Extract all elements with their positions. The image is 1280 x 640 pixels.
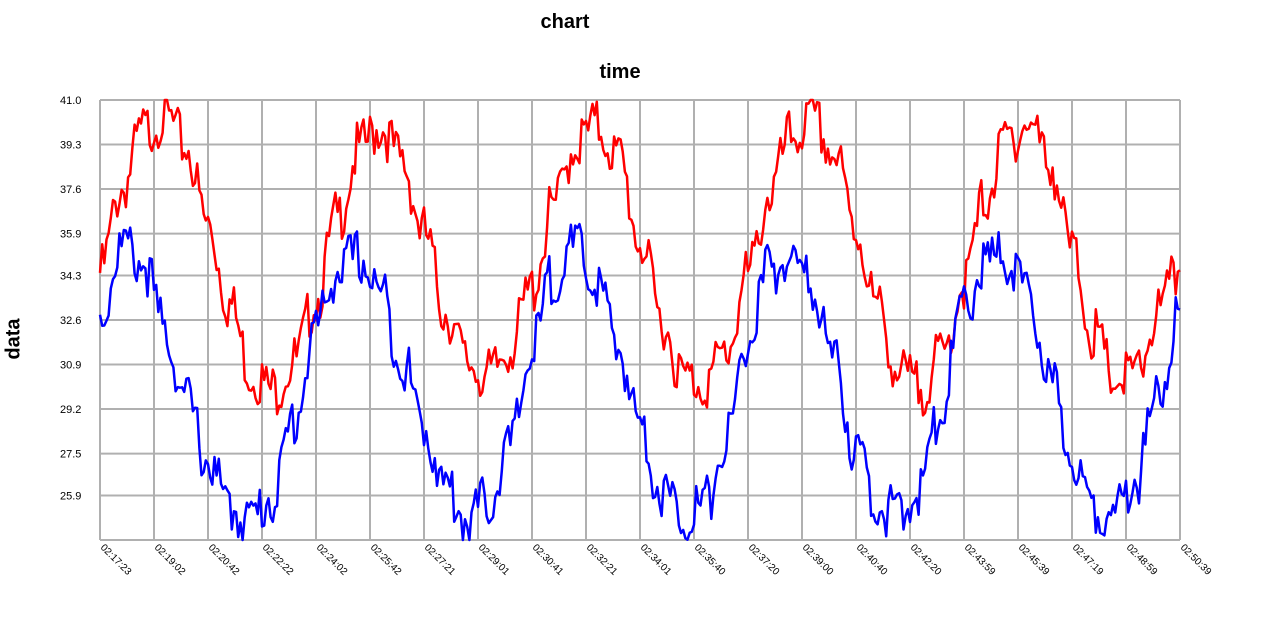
y-tick-label: 35.9 — [60, 229, 81, 241]
x-tick-label: 02:50:39 — [1178, 542, 1214, 578]
chart-title: chart — [540, 11, 590, 33]
x-tick-labels: 02:17:23 02:19:02 02:20:42 02:22:22 02:24:02… — [98, 542, 1214, 578]
grid — [99, 99, 1181, 541]
x-tick-label: 02:17:23 — [98, 542, 134, 578]
y-tick-label: 27.5 — [60, 449, 81, 461]
x-tick-label: 02:40:40 — [854, 542, 890, 578]
x-tick-label: 02:25:42 — [368, 542, 404, 578]
y-tick-label: 29.2 — [60, 404, 81, 416]
x-tick-label: 02:22:22 — [260, 542, 296, 578]
x-tick-label: 02:32:21 — [584, 542, 620, 578]
series-lines — [98, 98, 1181, 542]
y-tick-label: 25.9 — [60, 490, 81, 502]
x-tick-label: 02:42:20 — [908, 542, 944, 578]
series-line-2 — [98, 222, 1181, 542]
x-tick-label: 02:48:59 — [1124, 542, 1160, 578]
x-tick-label: 02:47:19 — [1070, 542, 1106, 578]
x-tick-label: 02:29:01 — [476, 542, 512, 578]
x-tick-label: 02:19:02 — [152, 542, 188, 578]
x-tick-label: 02:30:41 — [530, 542, 566, 578]
x-tick-label: 02:24:02 — [314, 542, 350, 578]
series-line-1 — [98, 98, 1181, 417]
y-tick-label: 37.6 — [60, 184, 81, 196]
x-tick-label: 02:35:40 — [692, 542, 728, 578]
x-tick-label: 02:45:39 — [1016, 542, 1052, 578]
x-tick-label: 02:37:20 — [746, 542, 782, 578]
y-tick-label: 41.0 — [60, 95, 81, 107]
x-tick-label: 02:34:01 — [638, 542, 674, 578]
x-axis-label: time — [599, 61, 641, 83]
x-tick-label: 02:39:00 — [800, 542, 836, 578]
y-tick-label: 34.3 — [60, 270, 81, 282]
y-tick-label: 39.3 — [60, 140, 81, 152]
y-tick-label: 30.9 — [60, 360, 81, 372]
x-tick-label: 02:27:21 — [422, 542, 458, 578]
x-tick-label: 02:20:42 — [206, 542, 242, 578]
y-tick-labels: 41.0 39.3 37.6 35.9 34.3 32.6 30.9 29.2 27.5 25.9 — [60, 95, 81, 502]
x-tick-label: 02:43:59 — [962, 542, 998, 578]
y-tick-label: 32.6 — [60, 315, 81, 327]
